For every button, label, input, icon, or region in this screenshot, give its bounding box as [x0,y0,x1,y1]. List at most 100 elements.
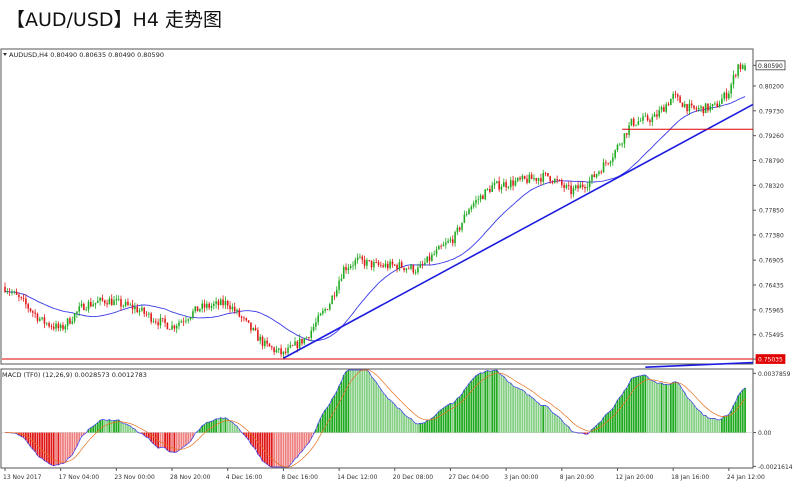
candle-body [728,93,730,99]
macd-bar [672,382,675,433]
time-tick-label: 3 Jan 00:00 [504,474,538,481]
macd-bar [630,378,633,433]
candle-body [556,179,558,181]
candle-body [368,260,371,261]
macd-bar [468,383,470,433]
candle-body [224,300,227,306]
candle-body [136,306,139,313]
macd-bar [275,432,278,467]
candle-body [442,244,445,247]
macd-tick-label: -0.0021614 [758,464,793,471]
macd-bar [215,418,218,433]
candle-body [85,309,87,311]
macd-bar [345,371,347,433]
macd-bar [560,420,563,433]
candle-body [29,308,32,312]
candle-body [398,262,401,270]
macd-bar [393,404,396,433]
candle-body [493,182,496,186]
candle-body [570,185,572,195]
macd-bar [145,432,148,438]
macd-bar [129,425,132,433]
candle-body [690,103,693,106]
candle-body [475,200,477,204]
macd-bar [377,385,380,433]
candle-body [305,337,308,339]
candle-body [83,303,85,311]
candle-body [447,240,449,243]
macd-bar [382,392,385,433]
candle-body [711,104,714,106]
candle-body [646,115,649,121]
macd-bar [261,432,264,462]
candle-body [716,103,719,108]
macd-bar [94,424,97,433]
macd-bar [131,428,134,433]
candle-body [301,338,303,344]
macd-bar [22,432,25,438]
candle-body [609,161,612,164]
candle-body [113,300,115,306]
macd-bar [484,371,487,433]
macd-bar [426,420,429,433]
candle-body [551,181,554,183]
candle-body [6,291,9,293]
macd-bar [161,432,164,448]
candle-body [737,64,739,76]
macd-bar [667,384,670,433]
macd-bar [328,403,331,433]
macd-bar [635,376,637,433]
candle-body [414,272,417,273]
macd-bar [621,394,624,433]
price-tag-label: 0.80590 [758,63,783,70]
macd-bar [442,407,445,433]
price-tick-label: 0.79260 [759,133,784,140]
candle-body [586,187,589,189]
candle-body [122,305,125,307]
candle-body [185,320,187,322]
price-tick-label: 0.79730 [759,108,784,115]
price-tick-label: 0.77380 [759,233,784,240]
candle-body [43,317,46,324]
candle-body [294,341,296,346]
macd-bar [303,432,306,449]
macd-bar [173,432,176,453]
candle-body [607,163,609,164]
candle-body [90,302,92,307]
candle-body [36,313,39,321]
macd-bar [449,403,452,433]
macd-bar [379,389,382,433]
candle-body [361,256,364,260]
candle-body [331,295,333,305]
price-tick-label: 0.75495 [759,332,784,339]
candle-body [428,256,431,261]
candle-body [649,120,651,123]
macd-bar [516,387,519,433]
macd-bar [229,421,231,433]
macd-bar [166,432,169,451]
macd-bar [175,432,178,452]
candle-body [354,260,357,266]
macd-bar [124,423,127,433]
macd-bar [475,375,477,433]
menu-arrow-icon[interactable] [3,53,7,56]
candle-body [57,323,60,329]
macd-bar [396,407,398,433]
macd-bar [308,432,310,443]
macd-bar [737,395,740,433]
candle-body [219,299,222,306]
macd-bar [43,432,46,461]
candle-body [222,299,224,306]
candle-body [315,322,317,327]
macd-bar [92,426,95,433]
macd-bar [637,376,640,433]
price-panel [0,48,754,365]
macd-bar [472,378,475,433]
macd-bar [389,399,392,433]
price-axis: 0.80590 0.80200 0.79730 0.79260 0.78790 0.783… [753,60,786,364]
candle-body [192,311,194,318]
macd-bar [243,432,245,435]
candle-body [565,185,568,188]
candle-body [182,321,185,323]
